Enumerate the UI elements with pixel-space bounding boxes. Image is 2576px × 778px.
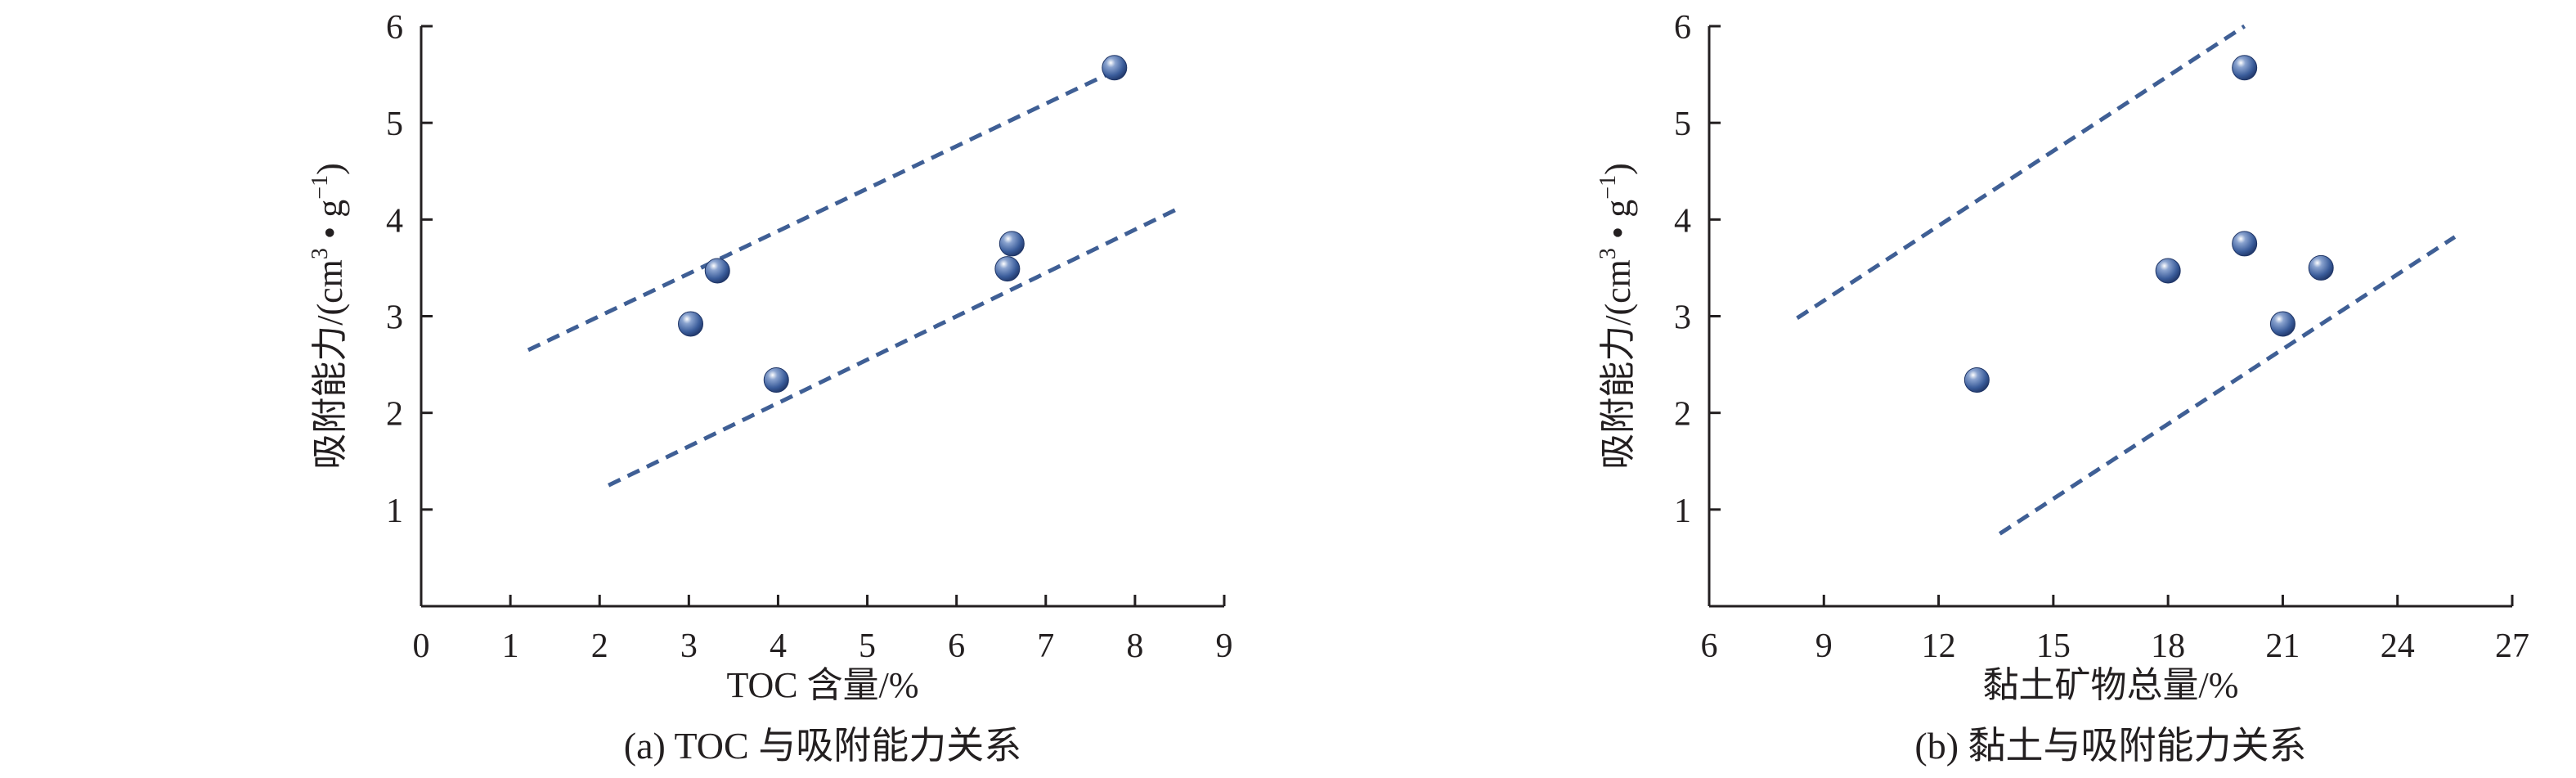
data-point: [763, 367, 789, 393]
x-tick-label: 12: [1922, 627, 1956, 665]
y-tick-label: 1: [386, 492, 403, 530]
x-tick-label: 5: [859, 627, 876, 665]
data-point: [994, 256, 1021, 282]
chart-caption: (a) TOC 与吸附能力关系: [624, 725, 1021, 767]
upper-bound-line: [527, 67, 1119, 353]
lower-bound-line: [1999, 235, 2457, 536]
x-tick-label: 15: [2036, 627, 2071, 665]
y-tick-label: 3: [1674, 299, 1691, 337]
data-point: [2232, 55, 2258, 81]
x-tick-label: 6: [1701, 627, 1718, 665]
data-point: [2308, 254, 2334, 281]
x-tick-label: 24: [2381, 627, 2415, 665]
y-tick-label: 2: [386, 396, 403, 434]
chart-panel-a: 1 2 3 4 5 6 0 1 2 3 4 5 6 7 8 9 TOC 含量/% 吸附能力/(cm3 • g−…: [307, 9, 1233, 767]
y-tick-label: 1: [1674, 492, 1691, 530]
lower-bound-line: [608, 205, 1181, 488]
x-tick-label: 2: [591, 627, 608, 665]
x-tick-label: 27: [2495, 627, 2529, 665]
x-axis-title: 黏土矿物总量/%: [1983, 665, 2239, 705]
data-point: [678, 311, 704, 337]
x-tick-label: 18: [2151, 627, 2185, 665]
toc-scatter-chart: 1 2 3 4 5 6 0 1 2 3 4 5 6 7 8 9 TOC 含量/% 吸附能力/(cm3 • g−…: [307, 9, 1233, 767]
upper-bound-line: [1796, 24, 2246, 320]
x-tick-label: 21: [2265, 627, 2300, 665]
data-point: [2155, 258, 2181, 284]
y-tick-label: 6: [386, 9, 403, 47]
data-point: [1963, 367, 1990, 393]
y-axis-title: 吸附能力/(cm3 • g−1): [307, 163, 350, 470]
x-tick-label: 6: [948, 627, 965, 665]
y-axis-title: 吸附能力/(cm3 • g−1): [1595, 163, 1638, 470]
x-axis-title: TOC 含量/%: [726, 665, 918, 705]
x-tick-label: 9: [1216, 627, 1233, 665]
x-tick-label: 1: [502, 627, 519, 665]
y-tick-label: 5: [1674, 106, 1691, 143]
data-point: [1102, 55, 1128, 81]
x-tick-label: 3: [680, 627, 698, 665]
chart-caption: (b) 黏土与吸附能力关系: [1914, 725, 2306, 767]
data-point: [704, 258, 730, 284]
y-tick-label: 4: [386, 202, 403, 240]
y-tick-label: 5: [386, 106, 403, 143]
x-tick-label: 9: [1815, 627, 1833, 665]
data-point: [2232, 231, 2258, 257]
data-point: [2269, 311, 2296, 337]
y-tick-label: 3: [386, 299, 403, 337]
x-tick-label: 8: [1126, 627, 1143, 665]
x-tick-label: 0: [413, 627, 430, 665]
x-tick-label: 7: [1037, 627, 1054, 665]
x-tick-label: 4: [770, 627, 787, 665]
y-tick-label: 6: [1674, 9, 1691, 47]
y-tick-label: 4: [1674, 202, 1691, 240]
y-tick-label: 2: [1674, 396, 1691, 434]
data-point: [999, 231, 1025, 257]
chart-panel-b: 1 2 3 4 5 6 6 9 12 15 18 21 24 27 黏土矿物总量/% 吸附能力/(cm3 …: [1288, 0, 2576, 778]
